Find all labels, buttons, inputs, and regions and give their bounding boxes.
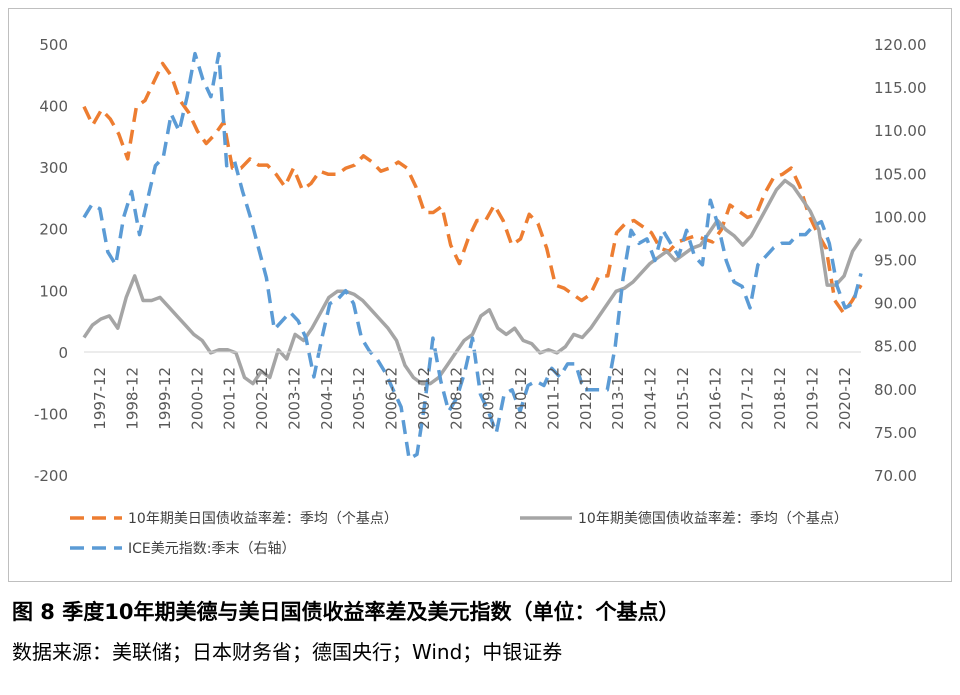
y2-tick-label: 105.00 — [874, 165, 927, 183]
x-tick-label: 2018-12 — [771, 367, 789, 430]
y2-tick-label: 110.00 — [874, 122, 927, 140]
y-tick-label: -200 — [34, 467, 68, 485]
x-tick-label: 2019-12 — [803, 367, 821, 430]
legend-label-1: 10年期美日国债收益率差：季均（个基点） — [128, 510, 398, 527]
legend: 10年期美日国债收益率差：季均（个基点） 10年期美德国债收益率差：季均（个基点）… — [70, 510, 848, 557]
y-tick-label: -100 — [34, 405, 68, 423]
chart-panel — [8, 8, 952, 582]
series-line-1 — [82, 61, 863, 315]
y2-tick-label: 80.00 — [874, 381, 917, 399]
x-tick-label: 2010-12 — [512, 367, 530, 430]
x-tick-label: 2003-12 — [285, 367, 303, 430]
x-tick-label: 2004-12 — [318, 367, 336, 430]
legend-label-3: ICE美元指数:季末（右轴） — [128, 541, 295, 557]
x-tick-label: 2013-12 — [609, 367, 627, 430]
series-line-3 — [82, 51, 863, 461]
y2-tick-label: 115.00 — [874, 79, 927, 97]
y2-tick-label: 90.00 — [874, 295, 917, 313]
chart: 500 400 300 200 100 0 -100 -200 120.00 115.00 110.… — [34, 36, 927, 557]
y2-tick-label: 85.00 — [874, 338, 917, 356]
data-source-note: 数据来源：美联储；日本财务省；德国央行；Wind；中银证券 — [12, 640, 563, 664]
series-line-2 — [82, 178, 863, 386]
y2-tick-label: 95.00 — [874, 252, 917, 270]
x-tick-label: 2009-12 — [480, 367, 498, 430]
x-tick-label: 2016-12 — [706, 367, 724, 430]
x-tick-label: 1999-12 — [156, 367, 174, 430]
x-tick-label: 2001-12 — [221, 367, 239, 430]
x-tick-label: 2000-12 — [188, 367, 206, 430]
x-tick-label: 2012-12 — [577, 367, 595, 430]
y-tick-label: 0 — [58, 344, 68, 362]
x-tick-label: 1998-12 — [124, 367, 142, 430]
y-tick-label: 400 — [39, 98, 68, 116]
legend-label-2: 10年期美德国债收益率差：季均（个基点） — [578, 510, 848, 527]
figure-caption: 图 8 季度10年期美德与美日国债收益率差及美元指数（单位：个基点） — [12, 600, 680, 624]
y2-tick-label: 75.00 — [874, 424, 917, 442]
x-tick-label: 2007-12 — [415, 367, 433, 430]
x-tick-label: 2014-12 — [642, 367, 660, 430]
y-tick-label: 300 — [39, 159, 68, 177]
x-tick-label: 1997-12 — [91, 367, 109, 430]
x-tick-label: 2005-12 — [350, 367, 368, 430]
x-tick-label: 2015-12 — [674, 367, 692, 430]
y2-tick-label: 70.00 — [874, 467, 917, 485]
x-tick-label: 2020-12 — [836, 367, 854, 430]
x-tick-label: 2011-12 — [544, 367, 562, 430]
x-tick-label: 2017-12 — [739, 367, 757, 430]
x-tick-label: 2002-12 — [253, 367, 271, 430]
y2-tick-label: 120.00 — [874, 36, 927, 54]
x-tick-label: 2006-12 — [383, 367, 401, 430]
x-tick-label: 2008-12 — [447, 367, 465, 430]
y-tick-label: 100 — [39, 282, 68, 300]
y-tick-label: 200 — [39, 221, 68, 239]
y-tick-label: 500 — [39, 36, 68, 54]
axes: 500 400 300 200 100 0 -100 -200 120.00 115.00 110.… — [34, 36, 927, 485]
y2-tick-label: 100.00 — [874, 208, 927, 226]
